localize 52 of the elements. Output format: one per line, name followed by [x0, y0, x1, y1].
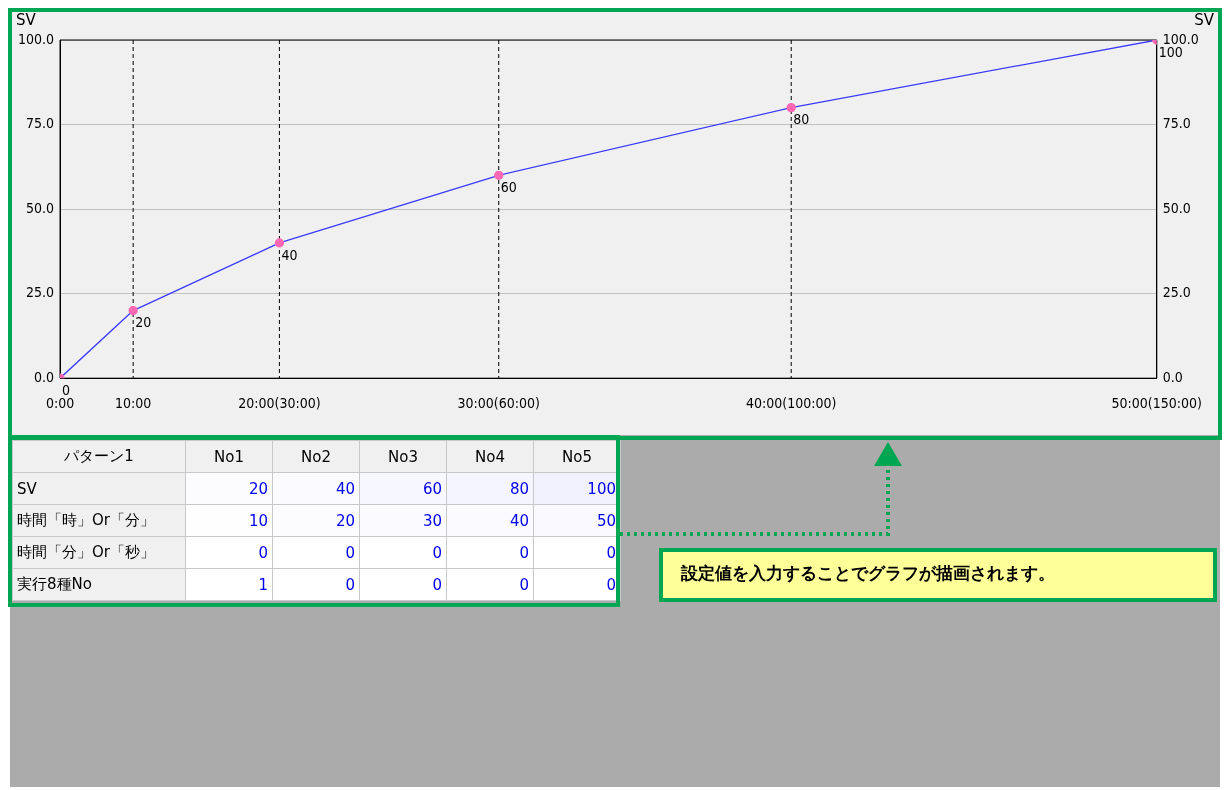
data-label: 40 [272, 472, 360, 505]
data-label: 0 [359, 536, 447, 569]
data-label: 0 [446, 536, 534, 569]
y-tick-label: SV [12, 472, 186, 505]
y2-tick-label: 25.0 [1162, 284, 1191, 301]
x-tick-label: No4 [446, 440, 534, 473]
x-tick-label: No2 [272, 440, 360, 473]
y-tick-label: 100.0 [18, 30, 55, 47]
data-label: 0 [272, 568, 360, 601]
y-tick-label: 0.0 [34, 368, 55, 385]
x-tick-label: No1 [185, 440, 273, 473]
y2-tick-label: 50.0 [1162, 199, 1191, 216]
data-label: 0 [62, 381, 71, 398]
y2-tick-label: 75.0 [1162, 115, 1191, 132]
y-tick-label: 50.0 [26, 199, 55, 216]
y-tick-label: 75.0 [26, 115, 55, 132]
text: 設定値を入力することでグラフが描画されます。 [659, 548, 1217, 602]
x-tick-label: 40:00(100:00) [745, 395, 837, 412]
data-label: 0 [533, 568, 621, 601]
x-tick-label: 50:00(150:00) [1111, 395, 1203, 412]
y-tick-label: 時間「時」Or「分」 [12, 504, 186, 537]
data-label: 0 [359, 568, 447, 601]
data-label: 40 [281, 246, 298, 263]
y2-tick-label: 0.0 [1162, 368, 1183, 385]
x-tick-label: No3 [359, 440, 447, 473]
x-tick-label: 30:00(60:00) [457, 395, 540, 412]
x-tick-label: 20:00(30:00) [238, 395, 321, 412]
data-label: 50 [533, 504, 621, 537]
data-label: 20 [135, 314, 152, 331]
data-label: 10 [185, 504, 273, 537]
data-label: 30 [359, 504, 447, 537]
data-label: 40 [446, 504, 534, 537]
x-tick-label: No5 [533, 440, 621, 473]
data-label: 80 [446, 472, 534, 505]
data-label: 100 [533, 472, 621, 505]
x-tick-label: 0:00 [45, 395, 75, 412]
data-label: 20 [185, 472, 273, 505]
y-tick-label: 25.0 [26, 284, 55, 301]
chart-title: パターン1 [12, 440, 186, 473]
data-label: 1 [185, 568, 273, 601]
data-label: 60 [500, 178, 517, 195]
data-label: 60 [359, 472, 447, 505]
x-tick-label: 10:00 [115, 395, 152, 412]
data-label: 0 [185, 536, 273, 569]
data-label: 80 [793, 111, 810, 128]
data-label: 20 [272, 504, 360, 537]
data-label: 0 [446, 568, 534, 601]
data-label: 0 [533, 536, 621, 569]
y2-axis-title: SV [1194, 11, 1215, 30]
y-tick-label: 時間「分」Or「秒」 [12, 536, 186, 569]
y-tick-label: 実行8種No [12, 568, 186, 601]
data-label: 0 [272, 536, 360, 569]
